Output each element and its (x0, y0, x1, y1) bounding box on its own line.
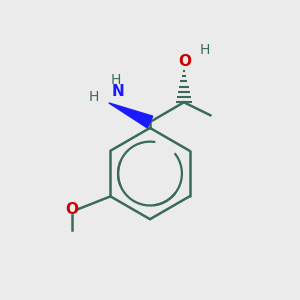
Text: O: O (65, 202, 79, 217)
Polygon shape (109, 103, 153, 128)
Text: O: O (178, 54, 191, 69)
Text: H: H (111, 73, 121, 87)
Text: H: H (89, 90, 99, 104)
Text: N: N (111, 84, 124, 99)
Text: H: H (199, 43, 210, 57)
